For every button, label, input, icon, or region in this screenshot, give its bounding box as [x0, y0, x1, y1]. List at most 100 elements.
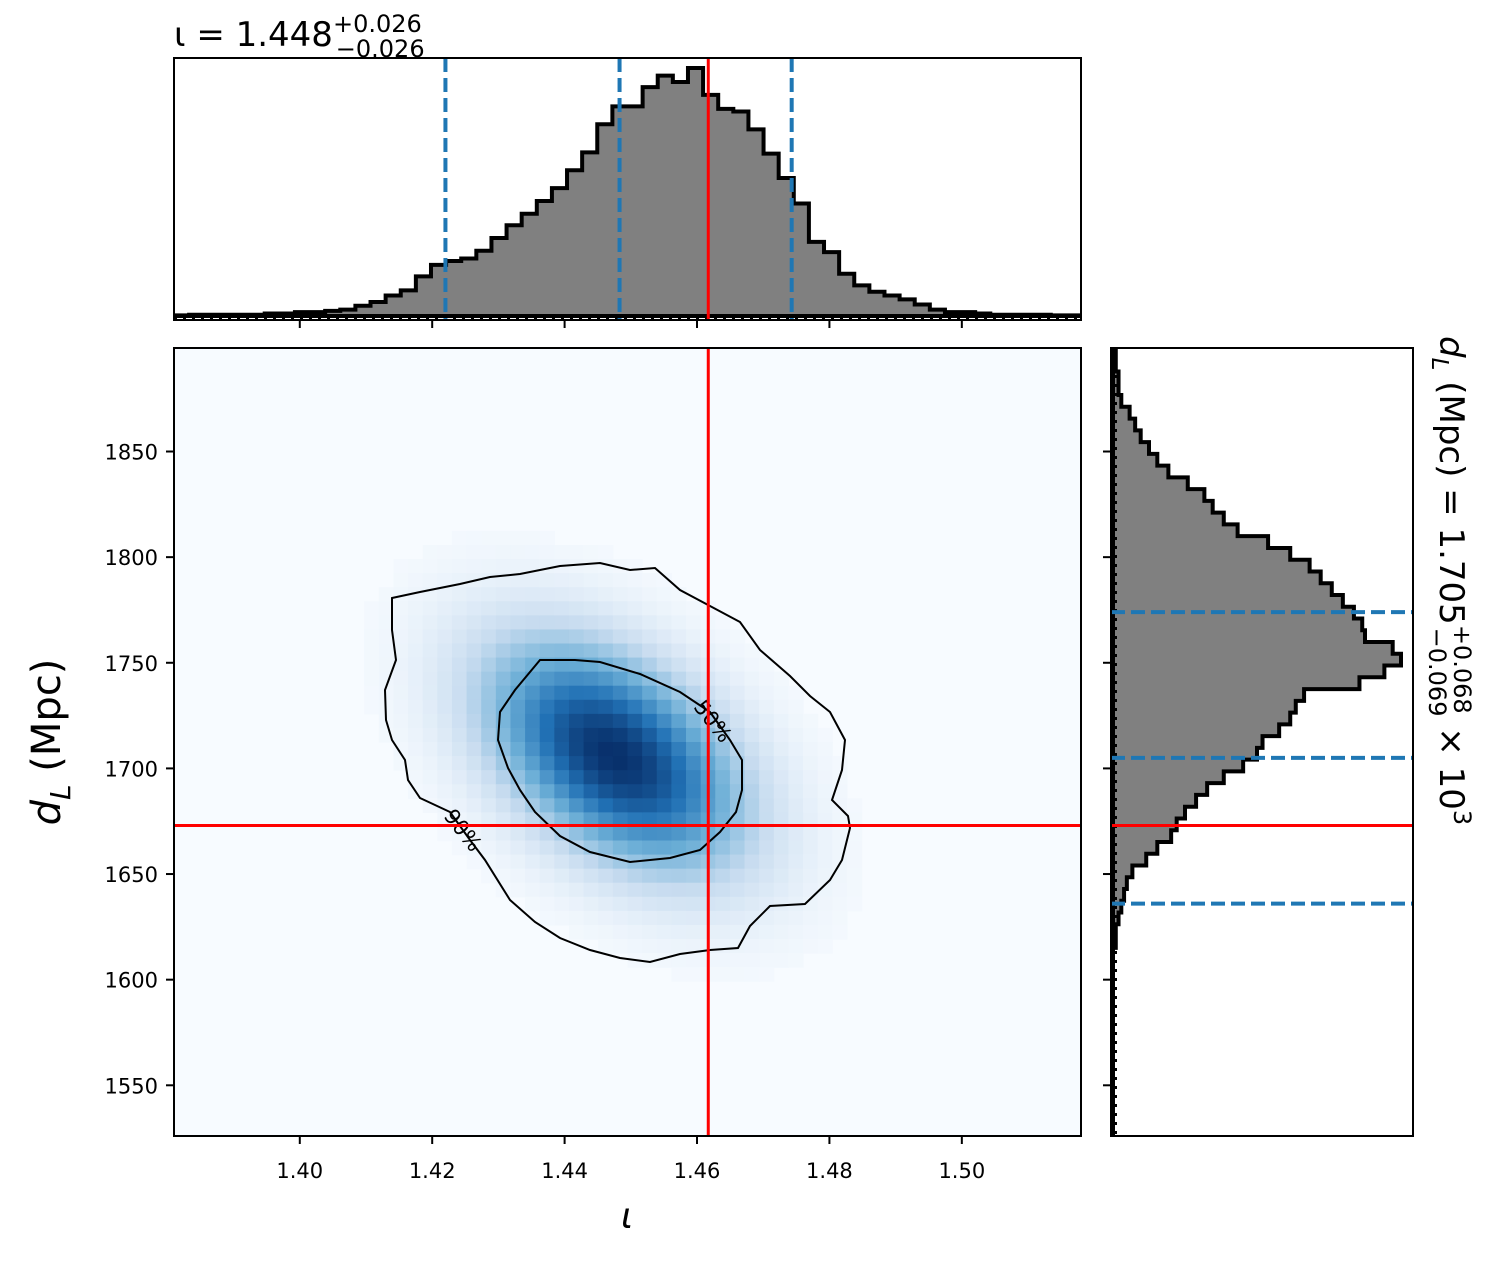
density-cell [525, 545, 541, 560]
density-cell [393, 559, 409, 574]
density-cell [525, 784, 541, 799]
density-cell [481, 727, 497, 743]
density-cell [554, 812, 570, 828]
density-cell [539, 615, 555, 631]
density-cell [393, 601, 409, 616]
density-cell [759, 967, 775, 982]
density-cell [437, 699, 453, 715]
density-cell [510, 657, 526, 673]
density-cell [408, 573, 424, 588]
density-cell [539, 601, 555, 616]
density-cell [612, 882, 629, 898]
density-cell [525, 713, 541, 729]
density-cell [510, 812, 526, 828]
density-cell [568, 615, 585, 631]
density-cell [598, 826, 614, 842]
density-cell [627, 559, 643, 574]
density-cell [803, 924, 819, 940]
density-cell [451, 657, 468, 673]
density-cell [656, 699, 672, 715]
density-cell [759, 798, 775, 813]
density-cell [437, 559, 453, 574]
density-cell [481, 587, 497, 602]
density-cell [451, 756, 468, 771]
density-cell [466, 742, 482, 757]
density-cell [627, 615, 643, 631]
density-cell [803, 910, 819, 926]
density-cell [393, 713, 409, 729]
density-cell [612, 868, 629, 884]
joint-panel: 50% 90% 1.40 1.42 1.44 1.46 1.48 1.50 1550160… [105, 347, 1082, 1183]
density-cell [671, 840, 687, 856]
y-tick-label: 1850 [105, 441, 158, 465]
density-cell [744, 643, 760, 659]
density-cell [583, 615, 599, 631]
density-cell [408, 587, 424, 602]
density-cell [583, 629, 599, 645]
density-cell [554, 587, 570, 602]
density-cell [408, 601, 424, 616]
density-cell [671, 896, 687, 912]
density-cell [481, 545, 497, 560]
density-cell [803, 939, 819, 954]
density-cell [759, 784, 775, 799]
density-cell [773, 953, 790, 968]
density-cell [408, 643, 424, 659]
density-cell [788, 756, 804, 771]
density-cell [525, 573, 541, 588]
density-cell [481, 629, 497, 645]
density-cell [539, 826, 555, 842]
density-cell [612, 742, 629, 757]
density-cell [554, 770, 570, 785]
truth-lines [174, 348, 1081, 1136]
density-cell [451, 727, 468, 743]
density-cell [437, 573, 453, 588]
density-cell [656, 727, 672, 743]
density-cell [612, 587, 629, 602]
density-cell [583, 742, 599, 757]
density-cell [744, 854, 760, 870]
density-cell [656, 924, 672, 940]
density-cell [744, 882, 760, 898]
density-cell [539, 671, 555, 687]
density-cell [539, 559, 555, 574]
density-cell [759, 840, 775, 856]
density-cell [466, 727, 482, 743]
density-cell [671, 854, 687, 870]
density-cell [466, 643, 482, 659]
density-cell [715, 629, 731, 645]
density-cell [744, 798, 760, 813]
density-cell [612, 615, 629, 631]
density-cell [510, 713, 526, 729]
density-cell [466, 530, 482, 546]
density-cell [612, 559, 629, 574]
density-cell [773, 742, 790, 757]
density-cell [466, 798, 482, 813]
density-cell [817, 784, 833, 799]
density-cell [817, 826, 833, 842]
x-axis-label: ι [621, 1196, 633, 1237]
density-cell [393, 587, 409, 602]
density-cell [715, 882, 731, 898]
density-cell [729, 671, 746, 687]
density-cell [612, 601, 629, 616]
y-axis-ticks: 1550 1600 1650 1700 1750 1800 1850 [105, 441, 174, 1098]
density-cell [686, 615, 702, 631]
density-cell [627, 671, 643, 687]
density-cell [583, 756, 599, 771]
density-cell [481, 671, 497, 687]
density-cell [539, 699, 555, 715]
density-cell [773, 854, 790, 870]
joint-panel-frame [173, 347, 1082, 1137]
density-cell [729, 840, 746, 856]
density-cell [583, 826, 599, 842]
density-cell [627, 756, 643, 771]
density-cell [788, 854, 804, 870]
density-cell [598, 685, 614, 701]
density-cell [568, 643, 585, 659]
density-cell [437, 826, 453, 842]
density-cell [510, 840, 526, 856]
density-cell [481, 812, 497, 828]
density-cell [525, 671, 541, 687]
density-cell [437, 727, 453, 743]
